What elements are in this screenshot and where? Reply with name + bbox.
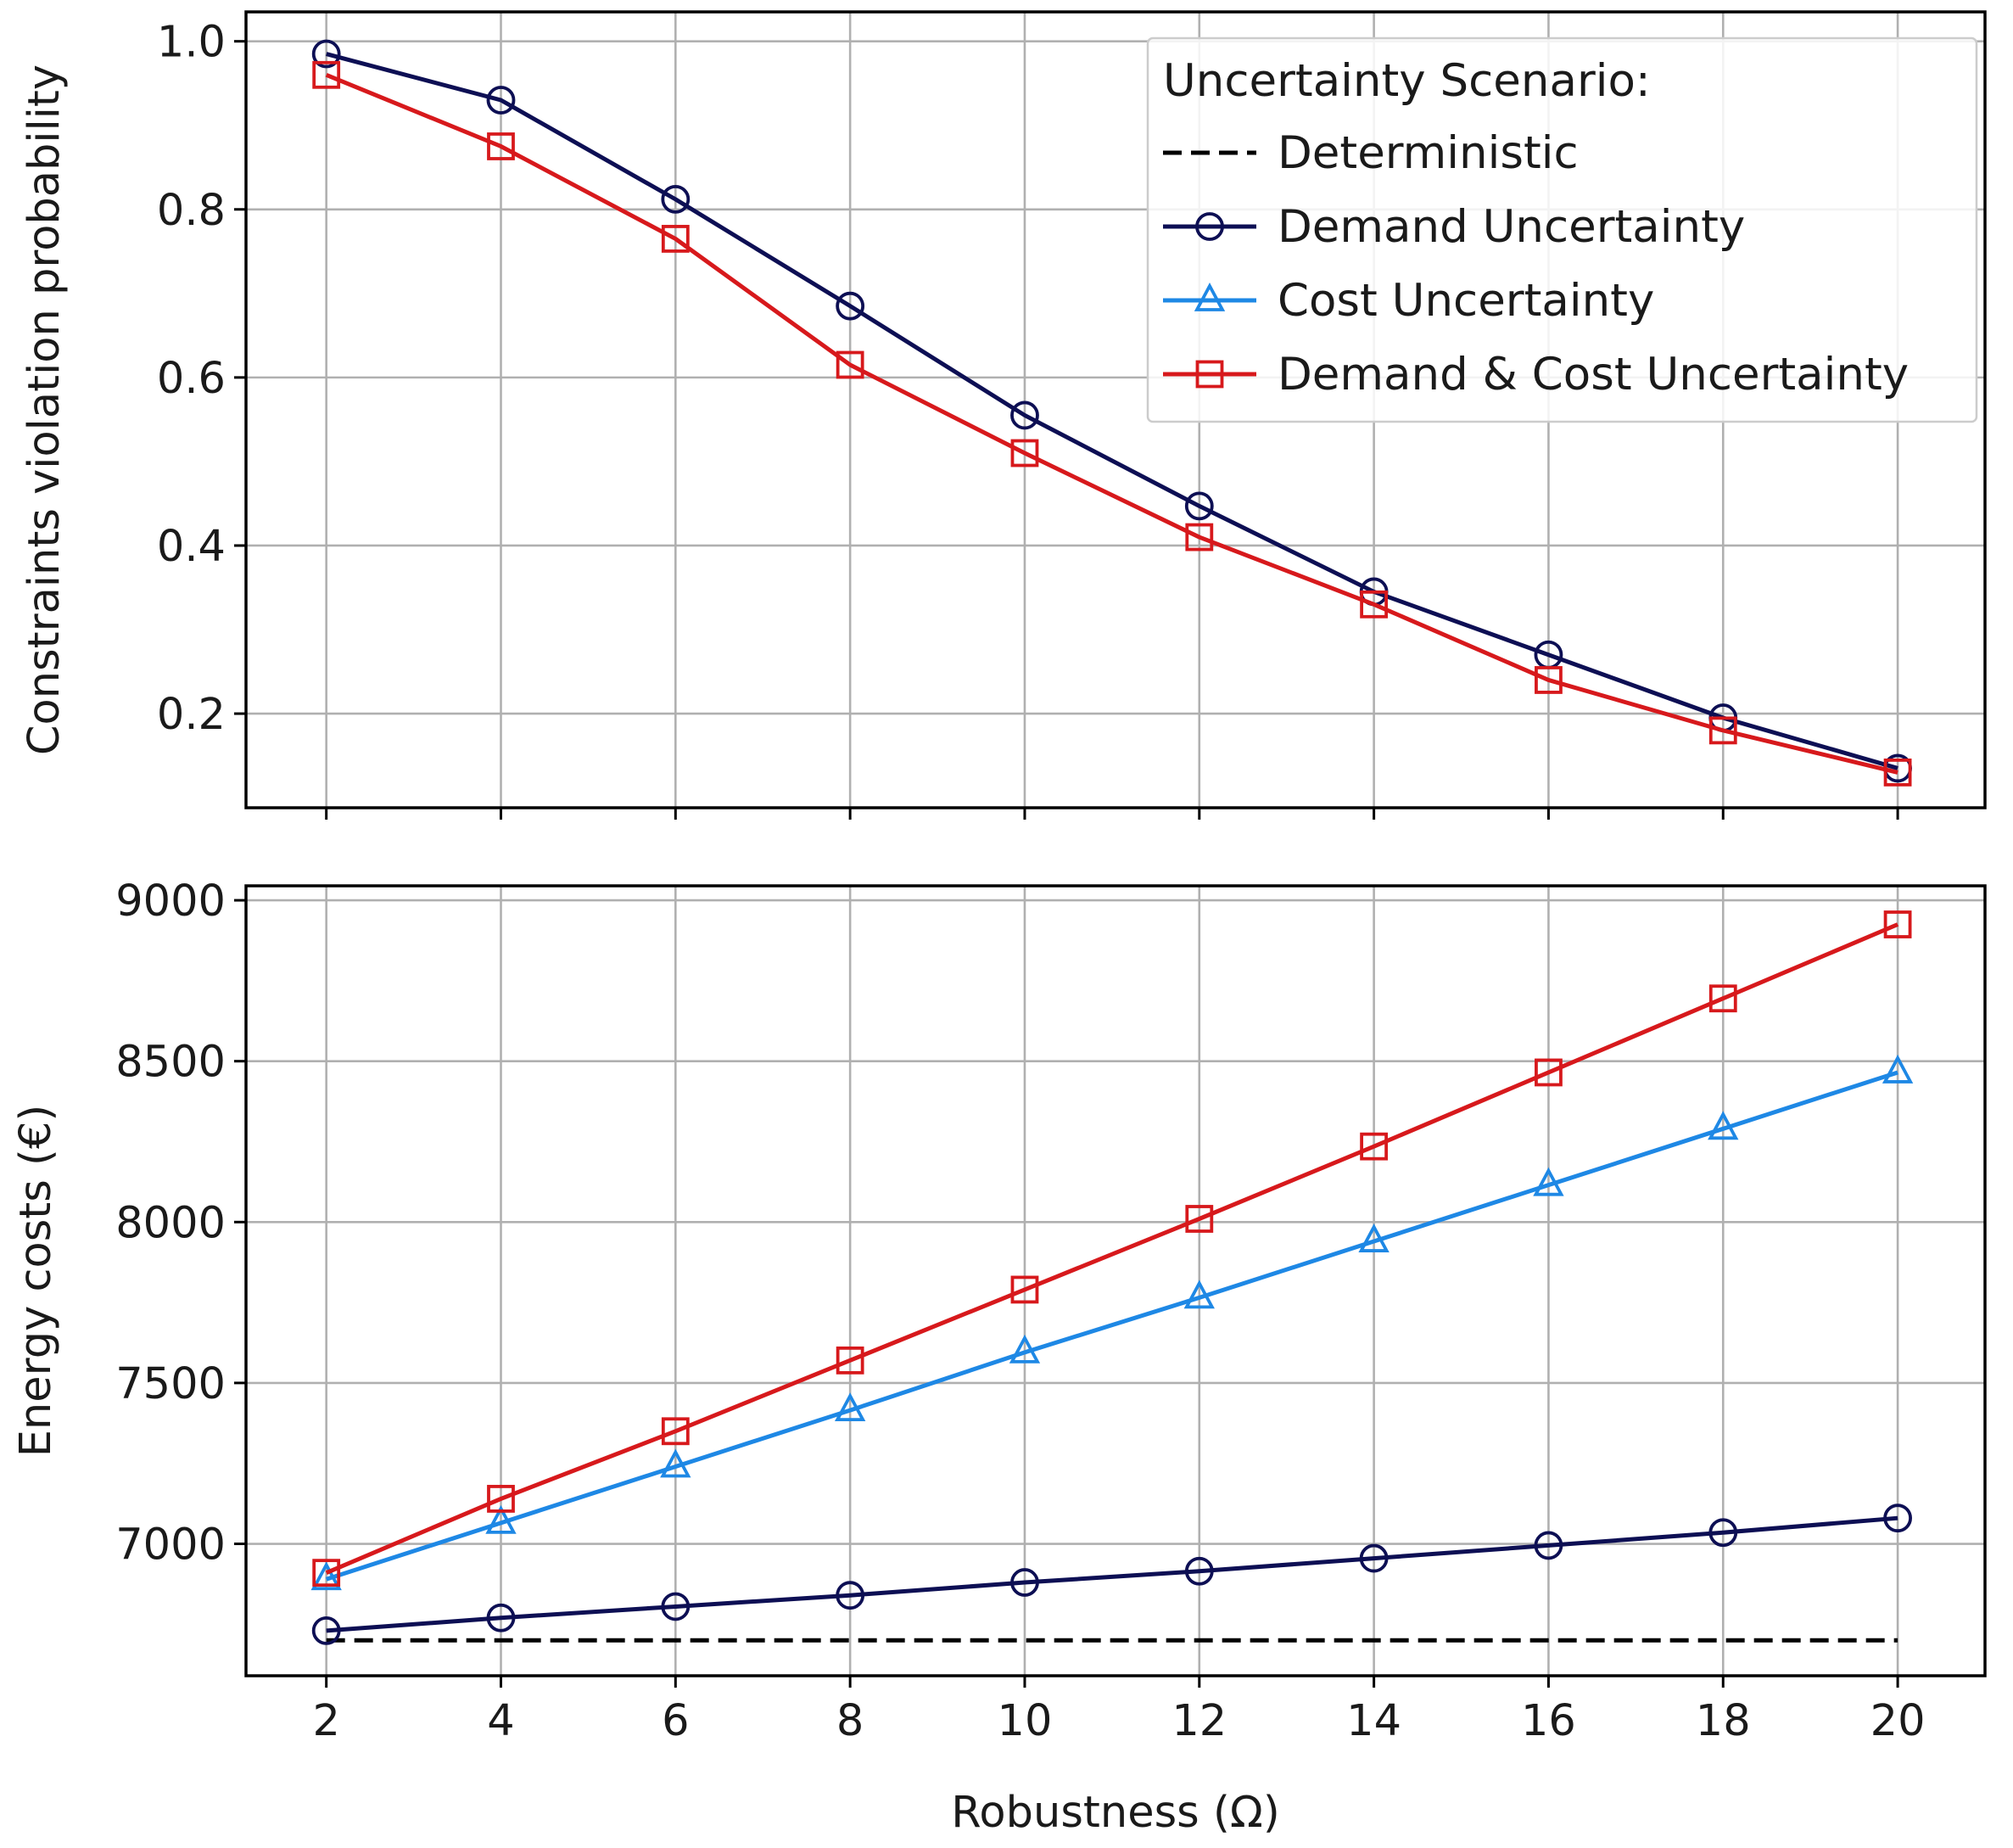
- y-tick-label: 0.8: [157, 186, 226, 236]
- data-point: [1708, 984, 1737, 1013]
- data-point: [1360, 590, 1389, 619]
- data-point: [1360, 1132, 1389, 1161]
- data-point: [1882, 1054, 1914, 1084]
- data-point: [1534, 1531, 1563, 1560]
- legend-marker: [1195, 360, 1224, 389]
- data-point: [836, 1581, 865, 1610]
- x-tick-label: 20: [1870, 1696, 1926, 1746]
- data-point: [1708, 716, 1737, 745]
- data-point: [485, 1504, 517, 1534]
- data-point: [1184, 491, 1214, 521]
- data-point: [310, 1561, 342, 1591]
- data-point: [836, 350, 864, 379]
- x-tick-label: 10: [998, 1696, 1053, 1746]
- data-point: [1183, 1280, 1215, 1309]
- legend-label: Demand & Cost Uncertainty: [1278, 349, 1909, 400]
- data-point: [486, 86, 516, 115]
- data-point: [661, 1592, 691, 1621]
- series-line-demand-cost-uncertainty: [325, 72, 1898, 775]
- data-point: [1185, 523, 1214, 552]
- x-tick-label: 6: [662, 1696, 689, 1746]
- plot-panel-1: 0.2 0.4 0.6 0.8 1.0 Constraints violation pro…: [20, 10, 1987, 820]
- data-point: [1708, 1111, 1739, 1140]
- data-point: [836, 1346, 864, 1375]
- data-point: [1359, 1543, 1389, 1573]
- series-line-demand-uncertainty: [326, 1515, 1898, 1633]
- plot-panel-2: 2 4 6 8 10 12 14 16 18 20 7000 7500 8000 8500 9000 Ener…: [11, 876, 1987, 1838]
- legend-title: Uncertainty Scenario:: [1163, 55, 1651, 107]
- data-point: [1010, 439, 1039, 468]
- legend-marker: [1194, 282, 1226, 311]
- y-axis-title: Constraints violation probability: [20, 64, 70, 755]
- y-tick-label: 9000: [115, 876, 226, 927]
- y-tick-label: 8500: [115, 1038, 226, 1088]
- data-point: [311, 39, 341, 69]
- data-point: [661, 1417, 690, 1446]
- legend-box: [1146, 36, 1978, 423]
- y-tick-label: 7500: [115, 1359, 226, 1409]
- data-point: [312, 1559, 341, 1588]
- x-tick-label: 12: [1171, 1696, 1227, 1746]
- x-tick-label: 18: [1696, 1696, 1751, 1746]
- axes-frame: [244, 10, 1987, 809]
- data-point: [1184, 1556, 1214, 1586]
- data-point: [1185, 1205, 1214, 1233]
- data-point: [1009, 1334, 1041, 1364]
- data-point: [486, 1603, 516, 1632]
- data-point: [661, 184, 691, 214]
- legend-marker: [1195, 212, 1224, 241]
- legend-label: Cost Uncertainty: [1278, 275, 1654, 327]
- x-tick-label: 4: [487, 1696, 514, 1746]
- y-tick-label: 1.0: [157, 18, 226, 68]
- data-point: [1533, 1167, 1564, 1196]
- data-point: [1358, 1224, 1390, 1252]
- data-point: [1708, 1518, 1738, 1548]
- data-point: [1010, 400, 1039, 430]
- data-point: [1883, 910, 1912, 938]
- data-point: [1883, 758, 1912, 787]
- data-point: [1010, 1275, 1039, 1304]
- data-point: [487, 132, 515, 160]
- legend-label: Demand Uncertainty: [1278, 201, 1745, 253]
- data-point: [312, 60, 341, 89]
- series-line-demand-cost-uncertainty: [325, 922, 1899, 1575]
- data-point: [1535, 666, 1563, 694]
- data-point: [836, 291, 865, 321]
- series-line-cost-uncertainty: [325, 1070, 1898, 1582]
- y-tick-label: 0.2: [157, 690, 226, 740]
- series-line-demand-uncertainty: [326, 52, 1898, 770]
- data-point: [1535, 1058, 1563, 1087]
- legend-label: Deterministic: [1278, 127, 1579, 179]
- data-point: [661, 225, 690, 253]
- data-point: [834, 1392, 866, 1422]
- x-axis-title: Robustness (Ω): [951, 1788, 1279, 1838]
- x-tick-label: 14: [1346, 1696, 1401, 1746]
- data-point: [311, 1616, 341, 1645]
- legend: Uncertainty Scenario: Deterministic Demand…: [1146, 36, 1978, 423]
- x-tick-label: 8: [836, 1696, 864, 1746]
- y-axis-title: Energy costs (€): [11, 1105, 61, 1458]
- y-tick-label: 0.4: [157, 522, 226, 572]
- data-point: [660, 1448, 691, 1478]
- axes-frame: [244, 884, 1987, 1677]
- data-point: [487, 1485, 515, 1513]
- x-tick-label: 2: [312, 1696, 339, 1746]
- data-point: [1010, 1568, 1039, 1597]
- y-tick-label: 8000: [115, 1198, 226, 1248]
- x-tick-label: 16: [1521, 1696, 1576, 1746]
- data-point: [1883, 1504, 1912, 1533]
- y-tick-label: 0.6: [157, 354, 226, 404]
- y-tick-label: 7000: [115, 1520, 226, 1571]
